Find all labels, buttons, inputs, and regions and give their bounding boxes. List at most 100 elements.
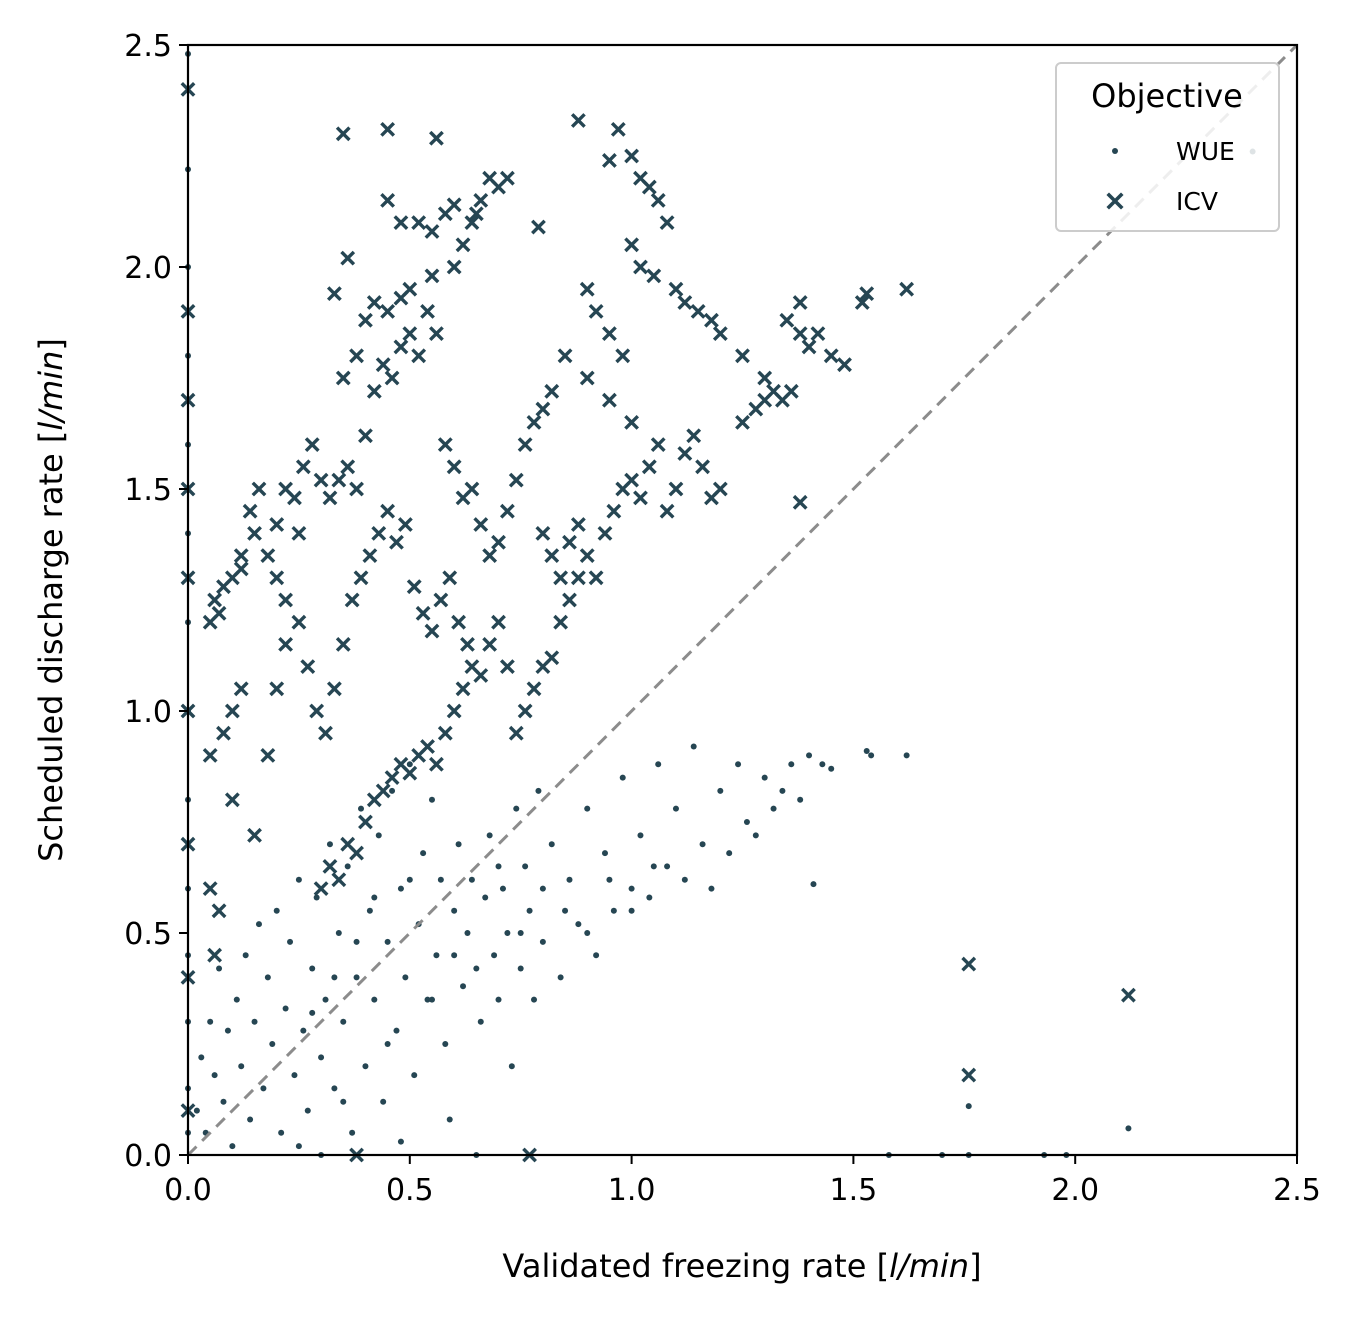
point-icv-62 (570, 517, 586, 532)
point-icv-211 (1121, 987, 1136, 1003)
point-wue-85 (508, 1063, 515, 1070)
point-icv-169 (641, 179, 657, 195)
point-icv-144 (446, 259, 462, 275)
point-icv-186 (823, 348, 839, 364)
point-wue-73 (455, 841, 462, 848)
point-wue-120 (788, 761, 795, 768)
point-wue-15 (198, 1054, 205, 1061)
point-wue-110 (699, 841, 706, 848)
point-wue-114 (735, 761, 742, 768)
x-tick-label-0: 0.0 (164, 1173, 212, 1208)
point-wue-45 (331, 1085, 338, 1092)
point-wue-117 (761, 774, 768, 781)
point-wue-47 (340, 1018, 347, 1025)
point-icv-44 (411, 348, 427, 364)
point-icv-162 (326, 286, 342, 302)
point-wue-34 (282, 1005, 289, 1012)
point-icv-42 (393, 339, 409, 355)
point-icv-33 (313, 472, 329, 488)
point-wue-59 (393, 1027, 400, 1034)
point-icv-188 (854, 295, 870, 310)
point-icv-41 (384, 370, 400, 386)
point-icv-164 (570, 113, 586, 128)
point-wue-60 (397, 885, 404, 892)
point-wue-40 (309, 965, 316, 972)
point-icv-176 (677, 295, 693, 310)
point-wue-78 (477, 1018, 484, 1025)
point-icv-155 (380, 192, 396, 208)
point-wue-17 (207, 1018, 214, 1025)
point-icv-163 (531, 219, 546, 235)
point-icv-157 (446, 197, 462, 213)
point-icv-96 (402, 765, 418, 781)
point-icv-165 (610, 121, 626, 137)
point-icv-74 (677, 446, 693, 461)
x-axis-ticks: 0.0 0.5 1.0 1.5 2.0 2.5 (164, 1155, 1321, 1208)
point-wue-55 (375, 832, 382, 839)
point-wue-69 (437, 876, 444, 883)
point-icv-40 (375, 357, 391, 373)
point-icv-56 (517, 437, 533, 453)
point-wue-43 (322, 996, 329, 1003)
point-wue-76 (468, 876, 475, 883)
point-icv-181 (757, 370, 773, 386)
x-axis-label-unit: l/min (889, 1247, 969, 1285)
point-wue-21 (224, 1027, 231, 1034)
y-tick-label-3: 1.5 (124, 473, 172, 508)
point-wue-122 (806, 752, 813, 759)
point-icv-91 (358, 814, 373, 830)
point-wue-103 (637, 832, 644, 839)
point-wue-111 (708, 885, 715, 892)
point-wue-36 (291, 1072, 298, 1079)
point-wue-101 (619, 774, 626, 781)
point-icv-170 (650, 192, 666, 208)
point-wue-41 (313, 894, 320, 901)
x-axis-label-close: ] (969, 1247, 981, 1285)
point-icv-60 (553, 570, 569, 586)
point-wue-52 (362, 1063, 369, 1070)
point-icv-115 (570, 570, 586, 586)
point-icv-18 (233, 681, 249, 697)
point-wue-58 (389, 787, 396, 794)
point-icv-50 (464, 481, 480, 497)
point-icv-21 (211, 903, 227, 919)
point-icv-26 (278, 636, 293, 652)
point-icv-17 (224, 703, 240, 719)
point-wue-26 (247, 1116, 254, 1123)
point-wue-46 (335, 930, 342, 936)
point-wue-94 (557, 974, 564, 981)
point-wue-51 (358, 805, 365, 812)
point-icv-133 (442, 570, 458, 586)
point-icv-28 (269, 517, 285, 532)
point-wue-72 (451, 907, 458, 914)
x-tick-label-2: 1.0 (608, 1173, 656, 1208)
point-icv-182 (779, 312, 795, 328)
y-axis-label: Scheduled discharge rate [l/min] (32, 338, 70, 862)
point-icv-119 (318, 725, 333, 741)
point-wue-66 (424, 996, 431, 1003)
point-icv-122 (344, 592, 360, 608)
point-icv-36 (340, 459, 356, 475)
point-icv-184 (801, 339, 817, 355)
point-icv-189 (859, 286, 875, 302)
point-wue-115 (743, 819, 750, 825)
point-icv-132 (433, 592, 449, 608)
point-icv-69 (633, 490, 648, 506)
x-axis-label-text: Validated freezing rate [ (502, 1247, 889, 1285)
point-icv-124 (362, 548, 378, 564)
legend: Objective WUE ICV (1055, 62, 1280, 232)
point-icv-147 (473, 192, 489, 208)
point-wue-107 (672, 805, 679, 812)
point-icv-104 (473, 668, 489, 683)
point-wue-22 (229, 1143, 236, 1150)
legend-entry-icv: ICV (1176, 187, 1218, 216)
point-icv-201 (624, 414, 640, 430)
point-wue-95 (566, 876, 573, 883)
point-icv-53 (491, 534, 506, 550)
point-wue-136 (340, 1098, 347, 1105)
point-icv-192 (579, 281, 595, 297)
point-wue-144 (331, 974, 338, 981)
point-icv-20 (207, 947, 223, 963)
point-icv-205 (251, 481, 267, 497)
point-icv-45 (420, 303, 435, 319)
